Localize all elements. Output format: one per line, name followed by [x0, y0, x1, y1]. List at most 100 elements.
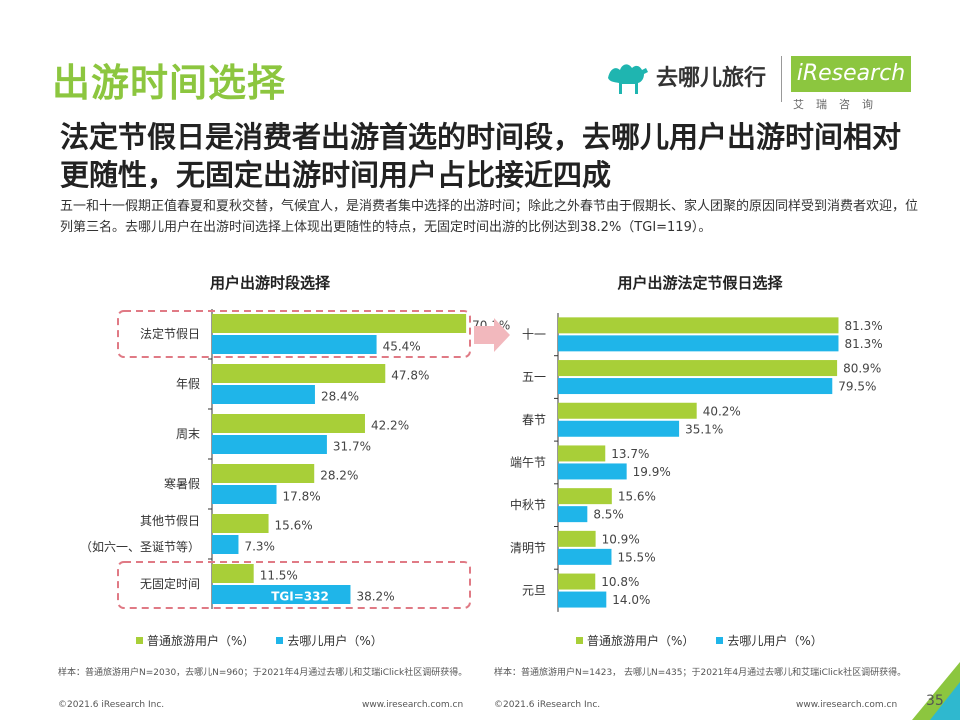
category-label: 寒暑假	[164, 476, 200, 491]
qunar-logo-text: 去哪儿旅行	[656, 66, 767, 91]
bar-value-label: 13.7%	[611, 447, 649, 461]
left-legend: 普通旅游用户（%） 去哪儿用户（%）	[136, 632, 405, 649]
bar-normal	[558, 317, 839, 334]
legend-label: 普通旅游用户（%）	[587, 634, 695, 648]
legend-label: 去哪儿用户（%）	[727, 634, 823, 648]
iresearch-logo-sub: 艾瑞咨询	[793, 98, 885, 111]
bar-value-label: 38.2%	[356, 590, 394, 604]
bar-qunar	[558, 378, 833, 395]
bar-value-label: 81.3%	[844, 337, 882, 351]
bar-value-label: 10.8%	[601, 575, 639, 589]
bar-value-label: 40.2%	[703, 404, 741, 418]
category-label: 无固定时间	[140, 576, 200, 591]
legend-item-normal: 普通旅游用户（%）	[136, 632, 254, 649]
arrow-right-icon	[474, 318, 510, 352]
bar-value-label: 35.1%	[685, 422, 723, 436]
bar-value-label: 80.9%	[843, 362, 881, 376]
bar-qunar	[558, 335, 839, 352]
category-label: 清明节	[510, 541, 546, 555]
qunar-logo: 去哪儿旅行	[604, 56, 766, 96]
right-chart-title: 用户出游法定节假日选择	[617, 274, 783, 292]
bar-normal	[558, 360, 838, 377]
headline: 法定节假日是消费者出游首选的时间段，去哪儿用户出游时间相对更随性，无固定出游时间…	[60, 120, 902, 192]
bar-value-label: 81.3%	[844, 319, 882, 333]
legend-item-normal: 普通旅游用户（%）	[576, 632, 694, 649]
footer-copyright-left: ©2021.6 iResearch Inc.	[58, 700, 165, 710]
footer-url-left: www.iresearch.com.cn	[362, 700, 464, 710]
bar-value-label: 17.8%	[283, 490, 321, 504]
bar-value-label: 14.0%	[612, 593, 650, 607]
category-label: 端午节	[510, 455, 546, 469]
tgi-annotation: TGI=332	[271, 590, 329, 604]
category-label: 五一	[522, 370, 546, 384]
bar-qunar	[212, 435, 327, 454]
left-footnote: 样本：普通旅游用户N=2030，去哪儿N=960；于2021年4月通过去哪儿和艾…	[58, 668, 468, 678]
bar-normal	[558, 445, 606, 462]
bar-normal	[558, 402, 697, 419]
highlight-box-nofixed	[117, 561, 471, 609]
bar-normal	[212, 364, 386, 383]
logo-divider	[781, 56, 782, 102]
bar-qunar	[212, 335, 377, 354]
highlight-box-holiday	[117, 310, 471, 358]
legend-item-qunar: 去哪儿用户（%）	[716, 632, 823, 649]
legend-swatch-green	[136, 637, 143, 644]
category-label: 周末	[176, 427, 200, 441]
bar-normal	[558, 488, 612, 505]
iresearch-logo: iResearch	[791, 56, 911, 92]
category-label: 中秋节	[510, 497, 546, 512]
legend-item-qunar: 去哪儿用户（%）	[276, 632, 383, 649]
bar-qunar	[212, 585, 351, 604]
legend-swatch-green	[576, 637, 583, 644]
body-text: 五一和十一假期正值春夏和夏秋交替，气候宜人，是消费者集中选择的出游时间；除此之外…	[60, 199, 919, 235]
bar-normal	[212, 464, 315, 483]
legend-label: 去哪儿用户（%）	[287, 634, 383, 648]
page-number: 35	[926, 693, 944, 709]
bar-qunar	[558, 548, 612, 565]
bar-value-label: 31.7%	[333, 440, 371, 454]
legend-swatch-blue	[716, 637, 724, 644]
category-label: 春节	[522, 413, 546, 427]
bar-value-label: 28.2%	[320, 469, 358, 483]
bar-value-label: 45.4%	[383, 340, 421, 354]
left-chart-title: 用户出游时段选择	[209, 274, 330, 292]
category-label: 其他节假日	[140, 514, 200, 528]
footer-url-right: www.iresearch.com.cn	[796, 700, 898, 710]
bar-normal	[212, 564, 254, 583]
bar-value-label: 19.9%	[633, 465, 671, 479]
bar-qunar	[212, 385, 315, 404]
bar-qunar	[558, 591, 607, 608]
footer-copyright-right: ©2021.6 iResearch Inc.	[494, 700, 601, 710]
bar-qunar	[212, 485, 277, 504]
bar-qunar	[558, 463, 627, 480]
bar-normal	[212, 414, 365, 433]
bar-qunar	[558, 506, 588, 523]
bar-value-label: 11.5%	[260, 569, 298, 583]
page-corner-decoration	[912, 662, 960, 720]
bar-normal	[558, 573, 596, 590]
bar-normal	[212, 514, 269, 533]
bar-qunar	[212, 535, 239, 554]
right-legend: 普通旅游用户（%） 去哪儿用户（%）	[576, 632, 845, 649]
bar-value-label: 15.5%	[617, 550, 655, 564]
bar-value-label: 15.6%	[275, 519, 313, 533]
bar-value-label: 15.6%	[618, 490, 656, 504]
bar-value-label: 42.2%	[371, 419, 409, 433]
legend-swatch-blue	[276, 637, 284, 644]
bar-value-label: 10.9%	[602, 532, 640, 546]
legend-label: 普通旅游用户（%）	[147, 634, 255, 648]
camel-icon	[608, 64, 648, 94]
category-label: （如六一、圣诞节等）	[80, 539, 200, 554]
bar-normal	[212, 314, 467, 333]
right-footnote: 样本：普通旅游用户N=1423， 去哪儿N=435；于2021年4月通过去哪儿和…	[494, 668, 907, 678]
category-label: 法定节假日	[140, 326, 200, 341]
category-label: 年假	[176, 377, 200, 391]
bar-qunar	[558, 420, 680, 437]
bar-value-label: 79.5%	[838, 380, 876, 394]
bar-value-label: 7.3%	[244, 540, 275, 554]
bar-value-label: 28.4%	[321, 390, 359, 404]
bar-normal	[558, 530, 596, 547]
page-title: 出游时间选择	[52, 61, 287, 105]
bar-value-label: 8.5%	[593, 508, 624, 522]
